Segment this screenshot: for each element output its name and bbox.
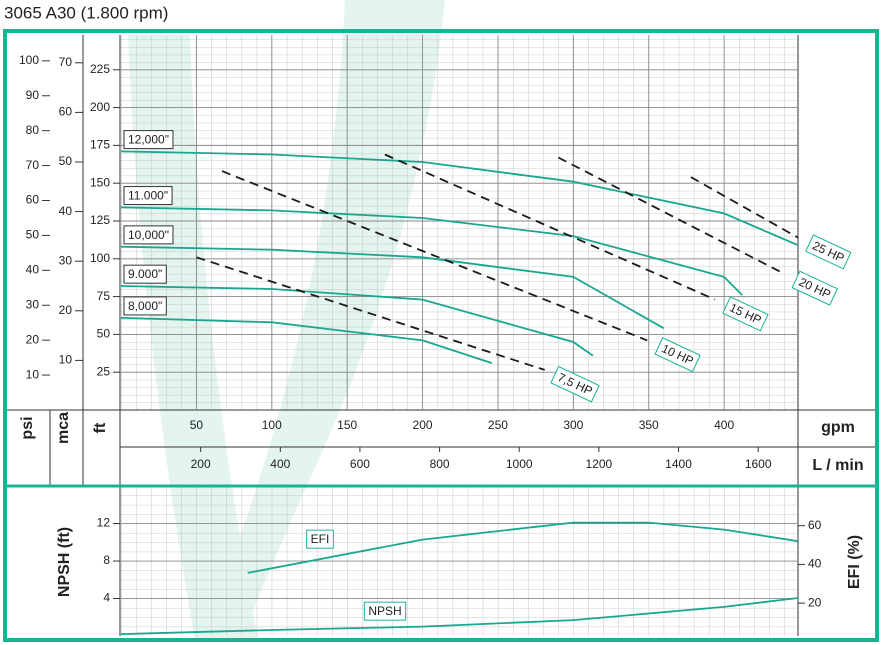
- y2-tick-label: 40: [808, 557, 822, 571]
- label-box: [123, 296, 167, 316]
- y-tick-label: 200: [90, 100, 110, 114]
- y-tick-label: 50: [97, 327, 111, 341]
- y-tick-label: 100: [19, 53, 39, 67]
- x-tick-label: 100: [262, 418, 282, 432]
- y-tick-label: 100: [90, 251, 110, 265]
- y-tick-label: 175: [90, 138, 110, 152]
- label-box: [550, 365, 600, 403]
- chart-title: 3065 A30 (1.800 rpm): [4, 3, 168, 22]
- power-line: [221, 170, 648, 342]
- curve-label-text: EFI: [311, 532, 330, 546]
- curve: [120, 245, 665, 330]
- label-box: [123, 225, 174, 245]
- y-tick-label: 4: [103, 591, 110, 605]
- y-tick-label: 150: [90, 175, 110, 189]
- y2-tick-label: 20: [808, 595, 822, 609]
- y-tick-label: 70: [59, 55, 73, 69]
- power-line: [557, 156, 785, 275]
- curve-label: 12,000": [123, 130, 174, 150]
- y-tick-label: 10: [59, 353, 73, 367]
- label-box: [722, 296, 769, 332]
- power-line: [690, 176, 799, 239]
- y-tick-label: 30: [59, 253, 73, 267]
- y-tick-label: 90: [26, 88, 40, 102]
- curve-label-text: NPSH: [368, 604, 401, 618]
- y-tick-label: 20: [59, 303, 73, 317]
- frame: [3, 29, 879, 642]
- y-tick-label: 30: [26, 297, 40, 311]
- y-tick-label: 50: [59, 154, 73, 168]
- curve: [120, 597, 799, 635]
- x2-tick-label: 800: [430, 457, 450, 471]
- curve: [120, 206, 743, 296]
- x2-tick-label: 600: [350, 457, 370, 471]
- x2-tick-label: 1200: [586, 457, 613, 471]
- x-tick-label: 300: [563, 418, 583, 432]
- curve-label: 11.000": [123, 186, 173, 206]
- curve-label: 25 HP: [805, 234, 852, 270]
- grid-minor: [120, 487, 798, 636]
- x2-axis-label: L / min: [812, 457, 863, 474]
- axis-label: mca: [55, 412, 72, 444]
- curve: [120, 150, 799, 247]
- label-box: [791, 270, 838, 306]
- curve-label: 9.000": [123, 264, 167, 284]
- curve-label: 10,000": [123, 225, 174, 245]
- curve-label-text: 8,000": [128, 299, 162, 313]
- label-box: [363, 601, 407, 621]
- y2-tick-label: 60: [808, 518, 822, 532]
- x-tick-label: 150: [337, 418, 357, 432]
- y-tick-label: 40: [59, 204, 73, 218]
- x-axis-label: gpm: [821, 419, 855, 436]
- curve: [120, 316, 493, 364]
- x-tick-label: 200: [413, 418, 433, 432]
- y-tick-label: 12: [97, 516, 111, 530]
- label-box: [805, 234, 852, 270]
- curve-label-text: 10,000": [128, 228, 169, 242]
- y-tick-label: 8: [103, 553, 110, 567]
- y-tick-label: 20: [26, 332, 40, 346]
- x2-tick-label: 1000: [506, 457, 533, 471]
- axis-label: psi: [19, 416, 36, 439]
- x-tick-label: 250: [488, 418, 508, 432]
- y-tick-label: 125: [90, 213, 110, 227]
- curve: [247, 521, 799, 574]
- x2-tick-label: 200: [191, 457, 211, 471]
- y-tick-label: 225: [90, 62, 110, 76]
- label-box: [123, 130, 174, 150]
- curve-label-text: 11.000": [128, 189, 168, 203]
- curve-label: EFI: [306, 529, 334, 549]
- y2-axis-label: EFI (%): [846, 535, 863, 589]
- curve-label-text: 9.000": [128, 267, 162, 281]
- y-tick-label: 80: [26, 123, 40, 137]
- curve-label-text: 12,000": [128, 133, 169, 147]
- y-tick-label: 70: [26, 158, 40, 172]
- y-tick-label: 50: [26, 228, 40, 242]
- y-tick-label: 60: [59, 105, 73, 119]
- label-box: [654, 337, 701, 373]
- label-box: [306, 529, 334, 549]
- power-line: [384, 153, 716, 301]
- x2-tick-label: 400: [270, 457, 290, 471]
- y-tick-label: 75: [97, 289, 111, 303]
- x-tick-label: 50: [190, 418, 204, 432]
- x2-tick-label: 1600: [745, 457, 772, 471]
- x-tick-label: 400: [714, 418, 734, 432]
- axis-label: ft: [92, 422, 109, 433]
- curve: [120, 285, 594, 357]
- y-tick-label: 25: [97, 364, 111, 378]
- label-box: [123, 264, 167, 284]
- y-tick-label: 10: [26, 367, 40, 381]
- x-tick-label: 350: [639, 418, 659, 432]
- label-box: [123, 186, 173, 206]
- y-tick-label: 40: [26, 263, 40, 277]
- curve-label: NPSH: [363, 601, 407, 621]
- curve-label: 20 HP: [791, 270, 838, 306]
- x2-tick-label: 1400: [665, 457, 692, 471]
- curve-label: 8,000": [123, 296, 167, 316]
- y-tick-label: 60: [26, 193, 40, 207]
- y-axis-label: NPSH (ft): [56, 527, 73, 597]
- power-line: [196, 256, 545, 371]
